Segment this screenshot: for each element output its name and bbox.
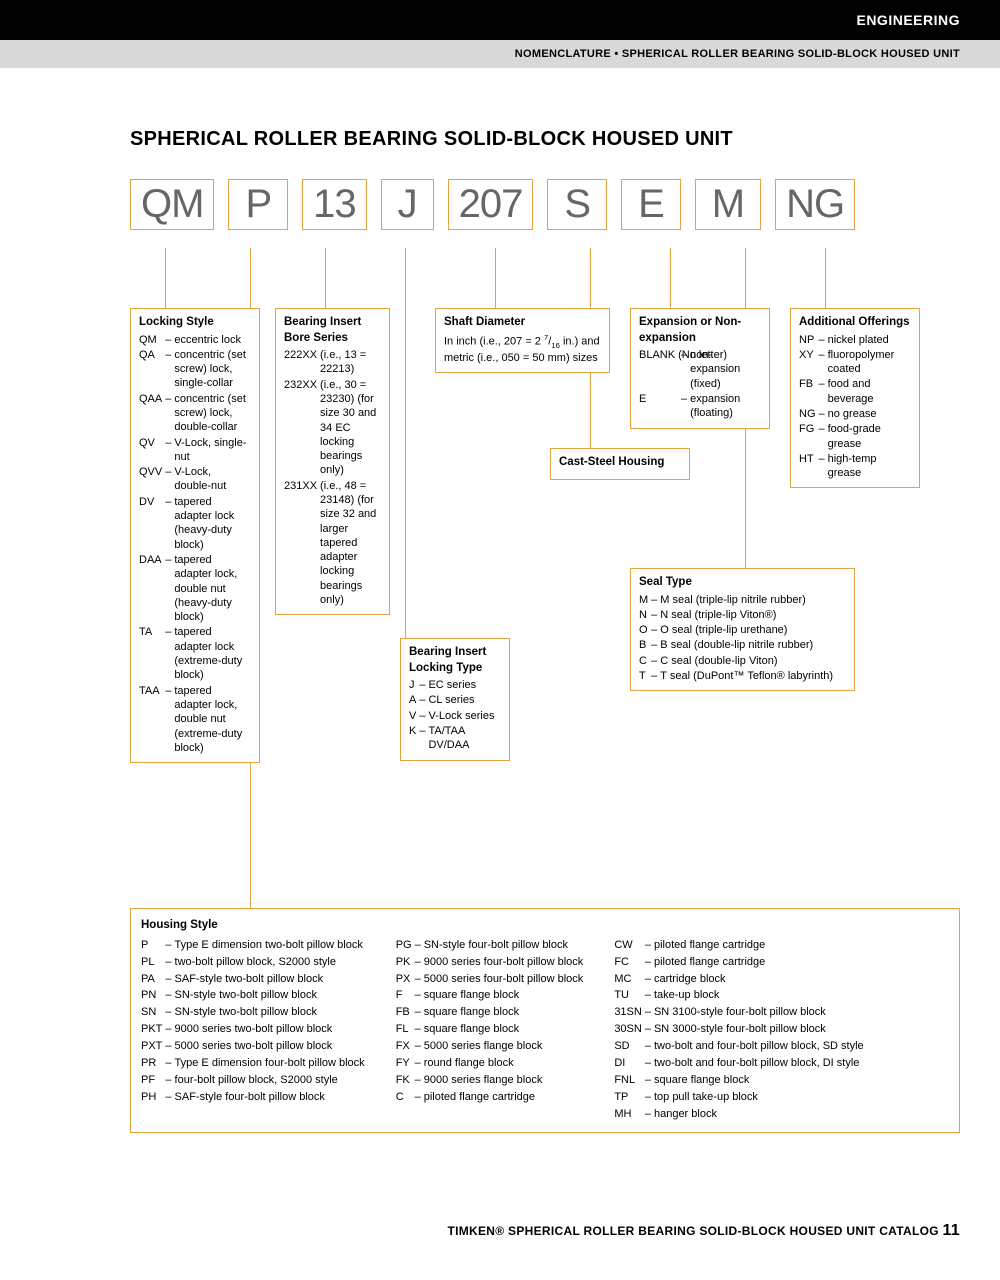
code-qm: QM — [130, 179, 214, 230]
section-header: ENGINEERING — [0, 0, 1000, 40]
page-title: SPHERICAL ROLLER BEARING SOLID-BLOCK HOU… — [130, 128, 960, 151]
subtitle-text: NOMENCLATURE • SPHERICAL ROLLER BEARING … — [515, 48, 960, 60]
code-m: M — [695, 179, 761, 230]
shaft-diameter-text: In inch (i.e., 207 = 2 7/16 in.) and met… — [444, 333, 601, 366]
code-13: 13 — [302, 179, 367, 230]
locking-type-table: J–EC series A–CL series V–V-Lock series … — [409, 678, 501, 753]
housing-col-3: CW–piloted flange cartridge FC–piloted f… — [614, 938, 866, 1124]
housing-col-2: PG–SN-style four-bolt pillow block PK–90… — [396, 938, 587, 1124]
housing-col-1: P–Type E dimension two-bolt pillow block… — [141, 938, 368, 1124]
expansion-table: BLANK (No letter)–non-expansion (fixed) … — [639, 348, 761, 421]
cast-steel-box: Cast-Steel Housing — [550, 448, 690, 480]
bore-series-title: Bearing Insert Bore Series — [284, 315, 381, 346]
footer-text: TIMKEN® SPHERICAL ROLLER BEARING SOLID-B… — [447, 1224, 938, 1238]
locking-style-box: Locking Style QM–eccentric lock QA–conce… — [130, 308, 260, 763]
shaft-diameter-title: Shaft Diameter — [444, 315, 601, 331]
shaft-diameter-box: Shaft Diameter In inch (i.e., 207 = 2 7/… — [435, 308, 610, 373]
page-footer: TIMKEN® SPHERICAL ROLLER BEARING SOLID-B… — [447, 1222, 960, 1240]
nomenclature-code-row: QM P 13 J 207 S E M NG — [130, 179, 960, 230]
housing-style-title: Housing Style — [141, 917, 949, 934]
seal-type-box: Seal Type M–M seal (triple-lip nitrile r… — [630, 568, 855, 691]
additional-box: Additional Offerings NP–nickel plated XY… — [790, 308, 920, 488]
bore-series-table: 222XX(i.e., 13 = 22213) 232XX(i.e., 30 =… — [284, 348, 381, 608]
cast-steel-title: Cast-Steel Housing — [559, 455, 681, 471]
section-label: ENGINEERING — [856, 12, 960, 28]
code-s: S — [547, 179, 607, 230]
locking-style-title: Locking Style — [139, 315, 251, 331]
code-e: E — [621, 179, 681, 230]
expansion-title: Expansion or Non-expansion — [639, 315, 761, 346]
locking-style-table: QM–eccentric lock QA–concentric (set scr… — [139, 333, 251, 757]
housing-style-box: Housing Style P–Type E dimension two-bol… — [130, 908, 960, 1133]
bore-series-box: Bearing Insert Bore Series 222XX(i.e., 1… — [275, 308, 390, 615]
diagram-area: Locking Style QM–eccentric lock QA–conce… — [130, 248, 960, 908]
expansion-box: Expansion or Non-expansion BLANK (No let… — [630, 308, 770, 429]
page-number: 11 — [942, 1222, 960, 1239]
seal-type-title: Seal Type — [639, 575, 846, 591]
code-ng: NG — [775, 179, 855, 230]
locking-type-box: Bearing Insert Locking Type J–EC series … — [400, 638, 510, 761]
code-j: J — [381, 179, 434, 230]
code-p: P — [228, 179, 288, 230]
locking-type-title: Bearing Insert Locking Type — [409, 645, 501, 676]
seal-type-table: M–M seal (triple-lip nitrile rubber) N–N… — [639, 593, 835, 685]
additional-title: Additional Offerings — [799, 315, 911, 331]
additional-table: NP–nickel plated XY–fluoropolymer coated… — [799, 333, 911, 482]
code-207: 207 — [448, 179, 534, 230]
subtitle-bar: NOMENCLATURE • SPHERICAL ROLLER BEARING … — [0, 40, 1000, 68]
